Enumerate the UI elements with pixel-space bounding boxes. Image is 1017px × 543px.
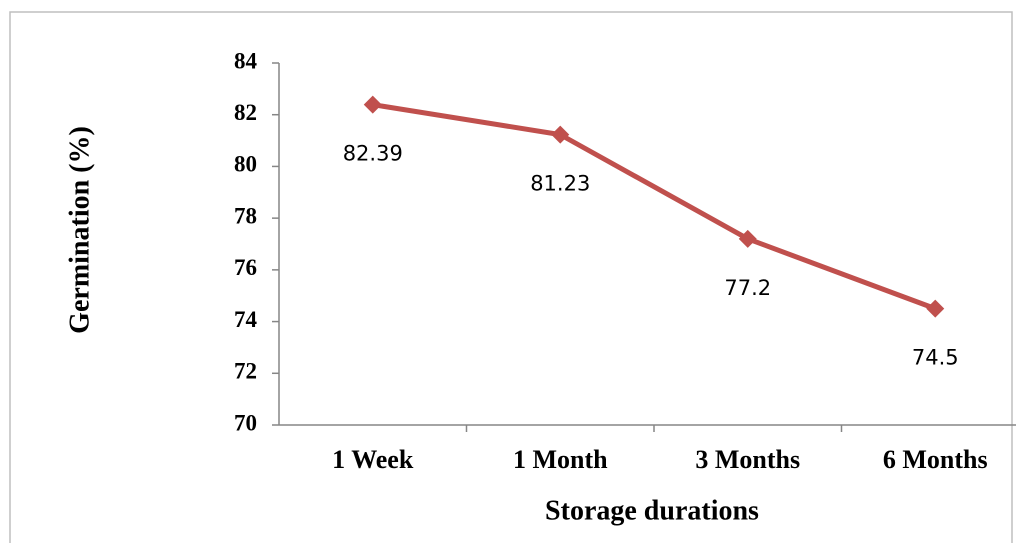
y-tick-label: 82 bbox=[234, 100, 257, 125]
marker bbox=[926, 299, 945, 318]
marker bbox=[738, 229, 757, 248]
marker bbox=[551, 125, 570, 144]
data-label: 82.39 bbox=[343, 142, 403, 166]
data-label: 81.23 bbox=[530, 172, 590, 196]
line bbox=[372, 102, 937, 311]
y-axis-title: Germination (%) bbox=[64, 126, 95, 334]
x-axis-title: Storage durations bbox=[545, 495, 759, 526]
x-tick-label: 6 Months bbox=[883, 445, 988, 474]
x-tick-label: 3 Months bbox=[695, 445, 800, 474]
y-tick-label: 72 bbox=[234, 359, 257, 384]
y-tick-label: 74 bbox=[234, 307, 258, 332]
data-label: 74.5 bbox=[912, 346, 959, 370]
y-tick-label: 80 bbox=[234, 152, 257, 177]
chart-frame bbox=[9, 11, 1013, 543]
x-tick-label: 1 Month bbox=[513, 445, 608, 474]
y-tick-label: 70 bbox=[234, 410, 257, 435]
y-tick-label: 84 bbox=[234, 48, 258, 73]
y-tick-label: 76 bbox=[234, 255, 257, 280]
marker bbox=[363, 95, 382, 114]
y-tick-label: 78 bbox=[234, 203, 257, 228]
data-label: 77.2 bbox=[724, 276, 771, 300]
x-tick-label: 1 Week bbox=[332, 445, 414, 474]
